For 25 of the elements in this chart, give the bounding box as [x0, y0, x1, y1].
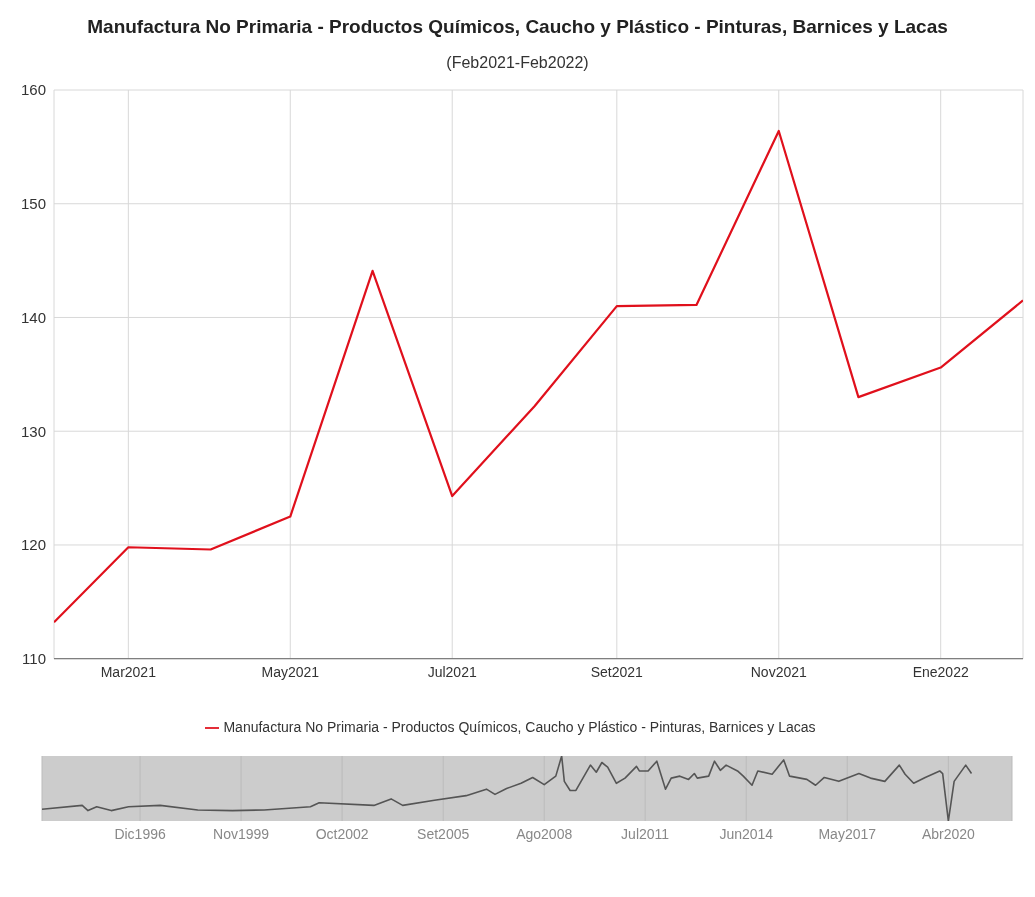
x-tick-label: Jul2011: [621, 825, 670, 842]
line-series: [54, 129, 1023, 624]
x-tick-label: Ene2022: [912, 663, 969, 680]
x-tick-label: Jul2021: [427, 663, 477, 680]
y-tick-label: 150: [20, 195, 46, 213]
legend-label: Manufactura No Primaria - Productos Químicos, Caucho y Plástico - Pinturas, Barnices y Lacas: [223, 718, 816, 735]
y-tick-label: 110: [22, 650, 46, 668]
x-tick-label: Ago2008: [516, 825, 573, 842]
x-tick-label: Nov1999: [213, 825, 270, 842]
x-tick-label: Abr2020: [921, 825, 976, 842]
x-tick-label: Mar2021: [100, 663, 157, 680]
x-tick-label: Dic1996: [114, 825, 166, 842]
x-tick-label: May2021: [261, 663, 320, 680]
x-tick-label: Jun2014: [719, 825, 774, 842]
y-tick-label: 140: [20, 308, 46, 326]
y-tick-label: 130: [20, 422, 46, 440]
x-tick-label: Oct2002: [315, 825, 369, 842]
x-tick-label: Set2021: [590, 663, 644, 680]
chart-subtitle: (Feb2021-Feb2022): [445, 53, 590, 73]
x-tick-label: Set2005: [417, 825, 470, 842]
y-tick-label: 120: [20, 536, 46, 554]
chart-title: Manufactura No Primaria - Productos Químicos, Caucho y Plástico - Pinturas, Barnices y Lacas: [86, 15, 949, 38]
y-tick-label: 160: [20, 81, 46, 99]
x-tick-label: Nov2021: [750, 663, 807, 680]
x-tick-label: May2017: [818, 825, 877, 842]
